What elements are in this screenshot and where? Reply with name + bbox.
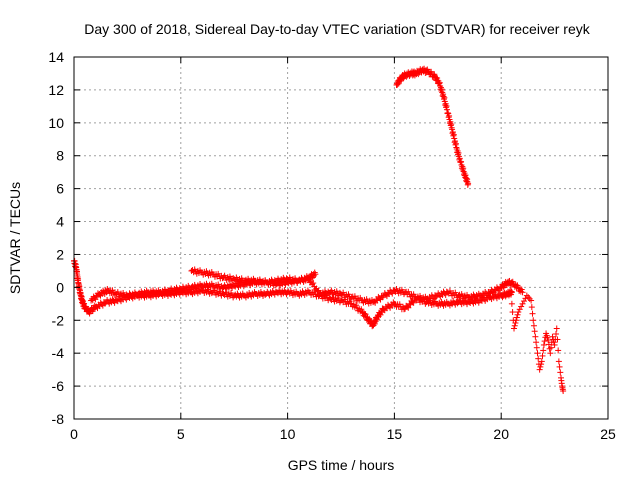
data-point (540, 341, 547, 348)
data-point (534, 350, 541, 357)
x-tick-label: 10 (280, 426, 296, 442)
data-point (465, 180, 472, 187)
data-point-interp (361, 310, 368, 317)
data-point-interp (513, 314, 520, 321)
y-tick-label: -8 (52, 411, 65, 427)
data-point-interp (557, 369, 564, 376)
data-point (519, 289, 526, 296)
data-point (513, 317, 520, 324)
data-point (532, 333, 539, 340)
x-tick-label: 20 (493, 426, 509, 442)
data-point-interp (377, 311, 384, 318)
x-tick-label: 15 (387, 426, 403, 442)
y-tick-label: 12 (48, 82, 64, 98)
data-point (538, 358, 545, 365)
data-point-interp (553, 330, 560, 337)
data-point-interp (530, 322, 537, 329)
data-point (553, 325, 560, 332)
y-tick-label: 8 (56, 148, 64, 164)
data-point-interp (352, 302, 359, 309)
data-point-interp (537, 363, 544, 370)
data-point (508, 300, 515, 307)
data-point-interp (511, 322, 518, 329)
y-tick-label: 0 (56, 279, 64, 295)
grid (74, 57, 608, 419)
data-point (545, 337, 552, 344)
data-point (547, 350, 554, 357)
data-point (508, 289, 515, 296)
x-axis-label: GPS time / hours (288, 457, 395, 473)
data-points (71, 65, 567, 395)
y-tick-label: 10 (48, 115, 64, 131)
data-point-interp (499, 294, 506, 301)
series-high-arc (393, 65, 472, 188)
data-point-interp (546, 345, 553, 352)
data-point-interp (529, 310, 536, 317)
data-point-interp (541, 338, 548, 345)
data-point-interp (539, 352, 546, 359)
data-point-interp (555, 347, 562, 354)
data-point (551, 341, 558, 348)
data-point (555, 358, 562, 365)
data-point-interp (528, 304, 535, 311)
y-tick-label: 14 (48, 49, 64, 65)
data-point-interp (362, 311, 369, 318)
data-point-interp (403, 73, 410, 80)
data-point-interp (556, 363, 563, 370)
data-point (511, 325, 518, 332)
data-point-interp (315, 287, 322, 294)
data-point-interp (486, 290, 493, 297)
data-point-interp (533, 344, 540, 351)
data-point-interp (422, 69, 429, 76)
y-tick-label: 4 (56, 214, 64, 230)
y-tick-label: -4 (52, 345, 65, 361)
data-point (312, 271, 319, 278)
data-point-interp (509, 309, 516, 316)
data-point (549, 333, 556, 340)
x-tick-label: 25 (600, 426, 616, 442)
chart-title: Day 300 of 2018, Sidereal Day-to-day VTE… (84, 21, 590, 37)
plot-frame (73, 56, 609, 420)
data-point-interp (540, 347, 547, 354)
x-tick-label: 0 (70, 426, 78, 442)
data-point-interp (518, 286, 525, 293)
data-point-interp (360, 309, 367, 316)
y-axis-label: SDTVAR / TECUs (7, 182, 23, 294)
data-point-interp (514, 282, 521, 289)
series-upper-band (188, 266, 319, 289)
data-point (528, 297, 535, 304)
y-tick-label: 6 (56, 181, 64, 197)
data-point-interp (538, 361, 545, 368)
data-point-interp (531, 328, 538, 335)
data-point (560, 388, 567, 395)
data-point (536, 366, 543, 373)
data-point-interp (548, 344, 555, 351)
data-point-interp (514, 311, 521, 318)
data-point-interp (522, 295, 529, 302)
data-point-interp (533, 339, 540, 346)
data-point (530, 317, 537, 324)
axis-ticks: 0 5 10 15 20 25 -8 -6 -4 -2 0 2 4 6 8 10 12 14 (48, 49, 616, 442)
y-tick-label: 2 (56, 246, 64, 262)
y-tick-label: -2 (52, 312, 65, 328)
data-point-interp (516, 306, 523, 313)
data-point-interp (410, 299, 417, 306)
data-point-interp (512, 320, 519, 327)
data-point (515, 309, 522, 316)
x-tick-label: 5 (177, 426, 185, 442)
data-point-interp (550, 339, 557, 346)
series-tail-scatter (508, 292, 567, 395)
y-tick-label: -6 (52, 378, 65, 394)
data-point-interp (518, 303, 525, 310)
data-point-interp (554, 336, 561, 343)
data-point-interp (358, 306, 365, 313)
data-point-interp (520, 298, 527, 305)
data-point (519, 300, 526, 307)
data-point-interp (454, 300, 461, 307)
data-point-interp (310, 280, 317, 287)
data-point-interp (535, 355, 542, 362)
